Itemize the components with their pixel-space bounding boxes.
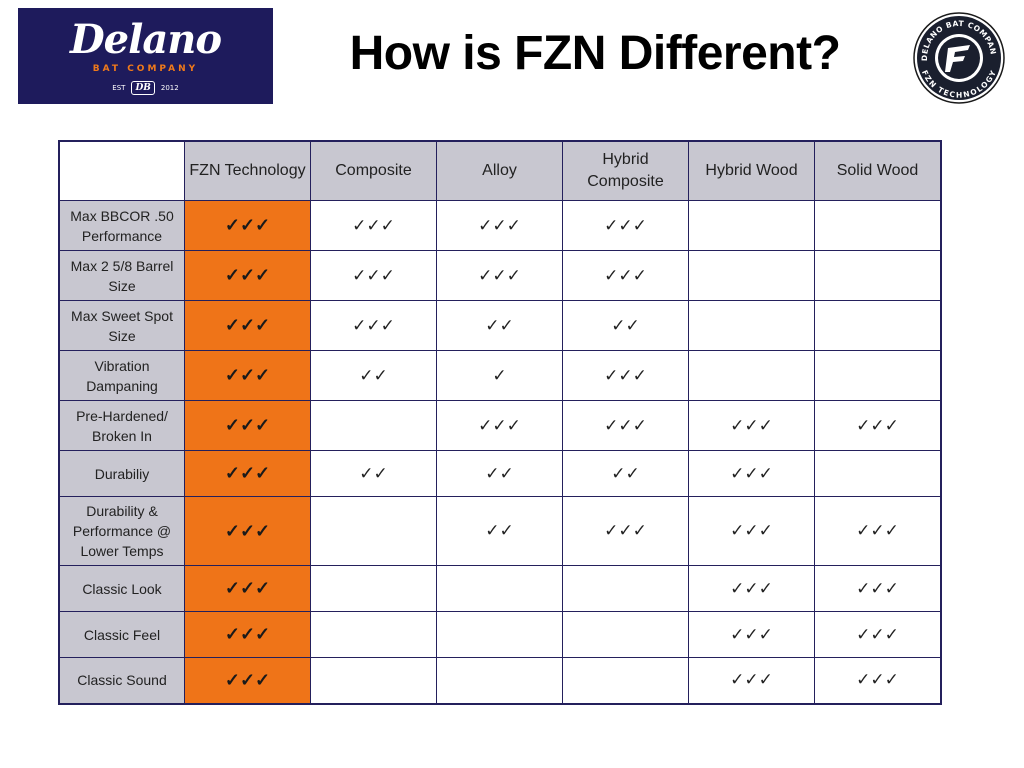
rating-cell: ✓✓✓ bbox=[688, 450, 815, 497]
rating-cell: ✓✓✓ bbox=[436, 250, 563, 301]
rating-cell: ✓✓✓ bbox=[814, 565, 942, 612]
row-label: Durability & Performance @ Lower Temps bbox=[58, 496, 185, 566]
rating-cell: ✓✓✓ bbox=[688, 400, 815, 451]
rating-cell: ✓✓✓ bbox=[814, 611, 942, 658]
rating-cell: ✓✓✓ bbox=[310, 250, 437, 301]
rating-cell bbox=[814, 350, 942, 401]
logo-monogram: DB bbox=[131, 81, 155, 95]
rating-cell: ✓✓ bbox=[310, 350, 437, 401]
row-label: Durabiliy bbox=[58, 450, 185, 497]
fzn-rating-cell: ✓✓✓ bbox=[184, 350, 311, 401]
rating-cell: ✓✓ bbox=[310, 450, 437, 497]
delano-logo: Delano BAT COMPANY EST DB 2012 bbox=[18, 8, 273, 104]
logo-script-text: Delano bbox=[69, 16, 222, 63]
table-corner-cell bbox=[58, 140, 185, 201]
rating-cell: ✓✓✓ bbox=[688, 657, 815, 704]
rating-cell: ✓✓✓ bbox=[688, 496, 815, 566]
row-label: Max Sweet Spot Size bbox=[58, 300, 185, 351]
page-title: How is FZN Different? bbox=[349, 27, 841, 80]
rating-cell: ✓✓ bbox=[562, 300, 689, 351]
fzn-technology-badge-icon: DELANO BAT COMPANY FZN TECHNOLOGY bbox=[913, 12, 1005, 104]
row-label: Max 2 5/8 Barrel Size bbox=[58, 250, 185, 301]
logo-year: 2012 bbox=[160, 84, 179, 92]
rating-cell bbox=[310, 496, 437, 566]
fzn-rating-cell: ✓✓✓ bbox=[184, 450, 311, 497]
rating-cell bbox=[688, 300, 815, 351]
rating-cell: ✓✓✓ bbox=[436, 200, 563, 251]
table-row: Max Sweet Spot Size ✓✓✓ ✓✓✓ ✓✓ ✓✓ bbox=[58, 300, 942, 351]
rating-cell: ✓✓✓ bbox=[562, 250, 689, 301]
fzn-rating-cell: ✓✓✓ bbox=[184, 565, 311, 612]
rating-cell: ✓✓ bbox=[436, 496, 563, 566]
rating-cell bbox=[688, 350, 815, 401]
rating-cell: ✓✓✓ bbox=[562, 350, 689, 401]
rating-cell bbox=[688, 250, 815, 301]
column-header: FZN Technology bbox=[184, 140, 311, 201]
rating-cell: ✓✓✓ bbox=[562, 400, 689, 451]
rating-cell: ✓✓✓ bbox=[688, 565, 815, 612]
rating-cell: ✓✓✓ bbox=[310, 200, 437, 251]
rating-cell bbox=[814, 450, 942, 497]
rating-cell bbox=[688, 200, 815, 251]
row-label: Max BBCOR .50 Performance bbox=[58, 200, 185, 251]
table-row: Max BBCOR .50 Performance ✓✓✓ ✓✓✓ ✓✓✓ ✓✓✓ bbox=[58, 200, 942, 251]
rating-cell bbox=[310, 400, 437, 451]
logo-subtitle: BAT COMPANY bbox=[92, 64, 199, 74]
comparison-table-wrapper: FZN Technology Composite Alloy Hybrid Co… bbox=[58, 140, 942, 705]
row-label: Pre-Hardened/ Broken In bbox=[58, 400, 185, 451]
rating-cell bbox=[436, 657, 563, 704]
rating-cell bbox=[814, 300, 942, 351]
table-row: Max 2 5/8 Barrel Size ✓✓✓ ✓✓✓ ✓✓✓ ✓✓✓ bbox=[58, 250, 942, 301]
table-row: Durabiliy ✓✓✓ ✓✓ ✓✓ ✓✓ ✓✓✓ bbox=[58, 450, 942, 497]
row-label: Classic Look bbox=[58, 565, 185, 612]
column-header: Solid Wood bbox=[814, 140, 942, 201]
table-row: Vibration Dampaning ✓✓✓ ✓✓ ✓ ✓✓✓ bbox=[58, 350, 942, 401]
fzn-rating-cell: ✓✓✓ bbox=[184, 400, 311, 451]
table-row: Durability & Performance @ Lower Temps ✓✓… bbox=[58, 496, 942, 566]
row-label: Vibration Dampaning bbox=[58, 350, 185, 401]
rating-cell: ✓✓✓ bbox=[310, 300, 437, 351]
table-row: Classic Sound ✓✓✓ ✓✓✓ ✓✓✓ bbox=[58, 657, 942, 704]
table-row: Classic Look ✓✓✓ ✓✓✓ ✓✓✓ bbox=[58, 565, 942, 612]
rating-cell: ✓✓✓ bbox=[436, 400, 563, 451]
table-row: Pre-Hardened/ Broken In ✓✓✓ ✓✓✓ ✓✓✓ ✓✓✓ ✓✓✓ bbox=[58, 400, 942, 451]
rating-cell bbox=[562, 657, 689, 704]
row-label: Classic Sound bbox=[58, 657, 185, 704]
comparison-table: FZN Technology Composite Alloy Hybrid Co… bbox=[58, 140, 942, 705]
rating-cell: ✓✓✓ bbox=[814, 496, 942, 566]
rating-cell: ✓✓ bbox=[436, 300, 563, 351]
rating-cell: ✓✓ bbox=[562, 450, 689, 497]
fzn-rating-cell: ✓✓✓ bbox=[184, 300, 311, 351]
column-header: Alloy bbox=[436, 140, 563, 201]
logo-est-line: EST DB 2012 bbox=[18, 81, 273, 95]
column-header: Composite bbox=[310, 140, 437, 201]
fzn-rating-cell: ✓✓✓ bbox=[184, 200, 311, 251]
row-label: Classic Feel bbox=[58, 611, 185, 658]
rating-cell bbox=[436, 565, 563, 612]
rating-cell: ✓✓✓ bbox=[562, 200, 689, 251]
column-header: Hybrid Wood bbox=[688, 140, 815, 201]
table-header-row: FZN Technology Composite Alloy Hybrid Co… bbox=[58, 140, 942, 201]
rating-cell bbox=[310, 657, 437, 704]
logo-est-label: EST bbox=[112, 84, 126, 92]
rating-cell bbox=[814, 250, 942, 301]
rating-cell bbox=[436, 611, 563, 658]
rating-cell: ✓✓ bbox=[436, 450, 563, 497]
rating-cell: ✓ bbox=[436, 350, 563, 401]
table-row: Classic Feel ✓✓✓ ✓✓✓ ✓✓✓ bbox=[58, 611, 942, 658]
rating-cell bbox=[310, 611, 437, 658]
rating-cell: ✓✓✓ bbox=[814, 657, 942, 704]
rating-cell: ✓✓✓ bbox=[562, 496, 689, 566]
rating-cell bbox=[310, 565, 437, 612]
fzn-rating-cell: ✓✓✓ bbox=[184, 657, 311, 704]
rating-cell bbox=[814, 200, 942, 251]
fzn-rating-cell: ✓✓✓ bbox=[184, 496, 311, 566]
rating-cell bbox=[562, 611, 689, 658]
rating-cell bbox=[562, 565, 689, 612]
fzn-rating-cell: ✓✓✓ bbox=[184, 611, 311, 658]
column-header: Hybrid Composite bbox=[562, 140, 689, 201]
rating-cell: ✓✓✓ bbox=[814, 400, 942, 451]
rating-cell: ✓✓✓ bbox=[688, 611, 815, 658]
fzn-rating-cell: ✓✓✓ bbox=[184, 250, 311, 301]
